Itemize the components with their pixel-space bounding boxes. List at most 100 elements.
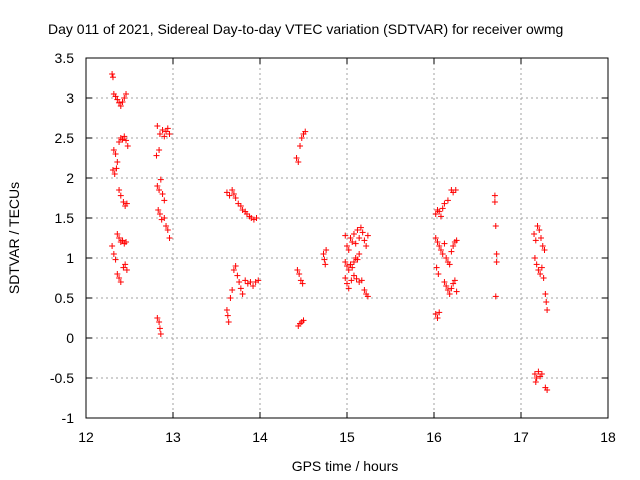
data-point — [298, 135, 305, 141]
data-point — [163, 128, 170, 135]
data-point — [541, 247, 548, 253]
data-point — [451, 277, 458, 284]
data-point — [448, 285, 455, 292]
data-point — [534, 223, 541, 229]
data-point — [535, 368, 542, 375]
data-point — [239, 291, 246, 297]
data-point — [344, 263, 350, 269]
data-point — [356, 235, 363, 241]
data-point — [225, 319, 232, 325]
data-point — [540, 275, 547, 281]
y-tick-label: 1.5 — [55, 210, 75, 226]
data-point — [154, 315, 161, 321]
grid-lines — [86, 58, 608, 418]
data-point — [124, 143, 131, 149]
data-point — [157, 331, 164, 337]
data-point — [232, 263, 239, 269]
data-point — [109, 243, 116, 249]
data-point — [441, 200, 448, 207]
data-point — [348, 277, 355, 284]
data-point — [120, 199, 127, 205]
data-point — [116, 275, 123, 281]
data-point — [297, 277, 304, 284]
data-point — [120, 264, 127, 271]
data-point — [237, 203, 244, 209]
data-point — [492, 223, 499, 229]
data-point — [531, 255, 538, 261]
x-tick-label: 12 — [78, 429, 94, 445]
data-point — [119, 237, 126, 244]
data-point — [432, 311, 439, 317]
y-tick-label: -0.5 — [50, 370, 74, 386]
data-point — [255, 277, 262, 284]
data-point — [536, 227, 543, 233]
data-point — [363, 243, 370, 249]
data-point — [157, 176, 164, 183]
data-point — [123, 91, 130, 97]
data-point — [253, 215, 260, 221]
data-point — [116, 139, 123, 145]
data-point — [345, 267, 352, 273]
data-point — [537, 271, 544, 277]
data-point — [112, 256, 119, 263]
data-point — [153, 152, 160, 159]
data-point — [230, 191, 237, 197]
data-point — [156, 211, 163, 217]
data-point — [164, 125, 171, 132]
data-point — [117, 192, 124, 199]
data-point — [322, 261, 329, 268]
data-point — [166, 235, 173, 241]
data-point — [109, 167, 116, 173]
data-point — [450, 280, 457, 287]
x-tick-label: 14 — [252, 429, 268, 445]
data-point — [114, 231, 121, 237]
data-point — [116, 187, 123, 193]
data-point — [230, 267, 237, 273]
x-tick-label: 17 — [513, 429, 529, 445]
data-point — [542, 291, 549, 297]
data-point — [155, 207, 162, 213]
x-axis-label: GPS time / hours — [292, 458, 399, 474]
data-point — [229, 187, 236, 193]
data-point — [296, 271, 303, 277]
data-point — [441, 240, 448, 247]
data-point — [112, 151, 119, 157]
data-point — [493, 251, 500, 257]
data-point — [250, 283, 257, 289]
data-point — [116, 235, 123, 241]
data-point — [123, 239, 130, 245]
data-point — [436, 243, 443, 249]
data-point — [448, 248, 455, 255]
data-point — [229, 287, 236, 293]
data-points — [109, 71, 551, 393]
data-point — [161, 133, 168, 140]
data-point — [354, 256, 361, 263]
y-tick-label: 2 — [66, 170, 74, 186]
data-point — [161, 197, 168, 204]
data-point — [122, 261, 129, 268]
data-point — [350, 231, 357, 237]
data-point — [109, 74, 116, 81]
data-point — [434, 315, 441, 321]
data-point — [492, 293, 499, 300]
data-point — [450, 243, 457, 249]
data-point — [539, 243, 546, 249]
data-point — [156, 319, 163, 325]
data-point — [293, 155, 300, 161]
data-point — [437, 213, 444, 220]
data-point — [154, 183, 161, 189]
data-point — [224, 312, 231, 319]
data-point — [223, 189, 230, 196]
data-point — [300, 317, 307, 324]
data-point — [535, 267, 542, 273]
data-point — [538, 371, 545, 377]
data-point — [123, 267, 130, 273]
data-point — [350, 259, 357, 265]
data-point — [234, 272, 241, 279]
y-axis-label: SDTVAR / TECUs — [6, 182, 22, 294]
data-point — [116, 99, 123, 106]
data-point — [164, 227, 171, 233]
data-point — [345, 247, 352, 253]
data-point — [532, 237, 539, 244]
data-point — [156, 131, 163, 137]
